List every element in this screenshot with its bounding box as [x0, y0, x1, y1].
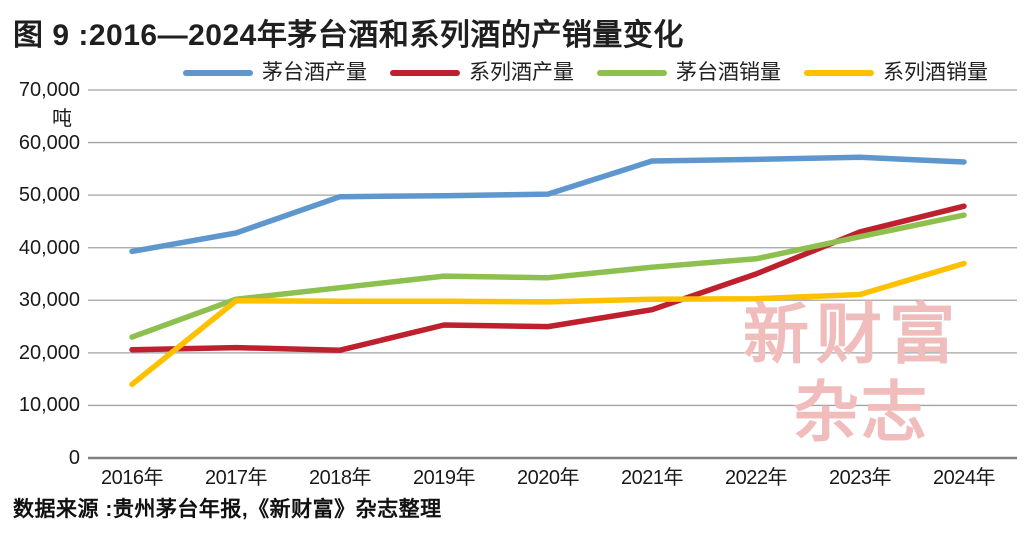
x-tick-label: 2018年 [309, 467, 372, 489]
figure-title: 图 9 :2016—2024年茅台酒和系列酒的产销量变化 [13, 19, 684, 52]
legend-label: 系列酒产量 [469, 61, 574, 84]
y-tick-label: 70,000 [18, 79, 80, 101]
x-tick-label: 2020年 [517, 467, 580, 489]
x-tick-label: 2024年 [933, 467, 996, 489]
legend-item-maotai-sales: 茅台酒销量 [597, 62, 781, 83]
legend-item-series-sales: 系列酒销量 [804, 62, 988, 83]
watermark-line1: 新财富 [743, 299, 962, 372]
watermark-line2: 杂志 [793, 377, 929, 450]
y-tick-label: 50,000 [18, 184, 80, 207]
series-line-系列酒销量 [129, 260, 967, 388]
x-tick-label: 2017年 [205, 467, 268, 489]
legend-item-series-production: 系列酒产量 [390, 62, 574, 83]
legend-line-swatch-green [597, 69, 667, 76]
series-line-茅台酒产量 [129, 154, 967, 255]
y-tick-label: 30,000 [18, 289, 80, 312]
y-tick-label: 0 [68, 447, 80, 469]
y-tick-label: 60,000 [18, 131, 80, 154]
x-tick-label: 2016年 [101, 467, 164, 489]
series-line-茅台酒销量 [129, 212, 967, 340]
legend-line-swatch-red [390, 69, 460, 76]
y-tick-label: 10,000 [18, 394, 80, 417]
chart-legend: 茅台酒产量 系列酒产量 茅台酒销量 系列酒销量 [183, 62, 988, 83]
legend-label: 茅台酒销量 [676, 61, 781, 84]
data-source: 数据来源 :贵州茅台年报,《新财富》杂志整理 [13, 498, 442, 521]
legend-item-maotai-production: 茅台酒产量 [183, 62, 367, 83]
legend-line-swatch-yellow [804, 69, 874, 76]
x-tick-label: 2022年 [725, 467, 788, 489]
y-tick-label: 40,000 [18, 236, 80, 259]
x-tick-label: 2019年 [413, 467, 476, 489]
legend-label: 茅台酒产量 [262, 61, 367, 84]
x-tick-label: 2023年 [829, 467, 892, 489]
x-tick-label: 2021年 [621, 467, 684, 489]
y-axis-unit-label: 吨 [52, 108, 72, 130]
legend-label: 系列酒销量 [883, 61, 988, 84]
y-tick-label: 20,000 [18, 341, 80, 364]
legend-line-swatch-blue [183, 69, 253, 76]
